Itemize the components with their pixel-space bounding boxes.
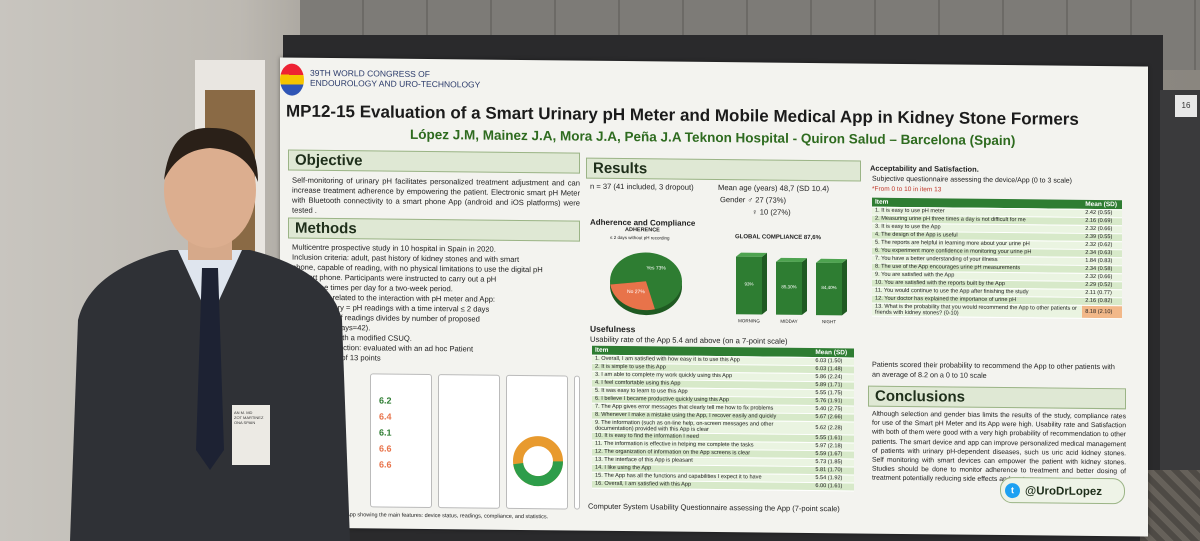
bar-value-label: 85,30% [781,284,796,289]
poster-authors: López J.M, Mainez J.A, Mora J.A, Peña J.… [410,126,1016,149]
usefulness-heading: Usefulness [590,323,636,335]
bar-top [776,257,807,263]
research-poster: 39TH WORLD CONGRESS OF ENDOUROLOGY AND U… [280,57,1148,537]
app-screenshot-stats [574,375,580,510]
bar-top [816,258,847,264]
congress-name: 39TH WORLD CONGRESS OF ENDOUROLOGY AND U… [310,67,481,90]
face [164,132,256,248]
acceptability-footer: Patients scored their probability to rec… [872,359,1115,380]
acceptability-table: Item Mean (SD) 1. It is easy to use pH me… [872,197,1122,319]
results-heading: Results [586,157,861,182]
table-cell-item: 13. What is the probability that you wou… [872,302,1083,318]
bar-midday [776,261,802,315]
usefulness-footer: Computer System Usability Questionnaire … [588,501,840,514]
necktie [196,268,224,470]
bar-value-label: 84,40% [821,285,836,290]
table-cell-item: 16. Overall, I am satisfied with this Ap… [592,479,813,491]
twitter-icon: t [1005,483,1020,499]
table-cell-mean: 6.00 (1.61) [812,482,854,491]
app-donut-icon [513,436,563,487]
app-screenshot-readings: 6.2 6.4 6.1 6.6 6.6 [370,373,432,509]
acceptability-note: *From 0 to 10 in item 13 [872,185,942,194]
app-screenshot-list [438,374,500,509]
congress-logo-icon [280,63,304,96]
conclusions-heading: Conclusions [868,385,1126,410]
board-number-tab: 16 [1175,95,1197,117]
badge-text: AN M. MD ZOT MARTINEZ ONA SPAIN [234,410,264,425]
bar-side [802,258,807,315]
table-cell-mean: 5.62 (2.28) [812,421,854,435]
neighbor-poster-board [1160,90,1200,541]
usefulness-text: Usability rate of the App 5.4 and above … [590,334,788,346]
bar-side [762,252,767,315]
results-n: n = 37 (41 included, 3 dropout) [590,181,694,192]
table-row: 16. Overall, I am satisfied with this Ap… [592,479,854,491]
pie-label-yes: Yes 73% [646,265,666,271]
adherence-pie-chart: Yes 73% No 27% [610,252,682,316]
bar-top [736,252,767,257]
bar-category-label: MIDDAY [780,319,797,324]
results-mean-age: Mean age (years) 48,7 (SD 10.4) [718,183,830,194]
hair [164,127,258,182]
pie-slice-yes [610,252,682,310]
bar-category-label: MORNING [738,318,760,323]
conclusions-text: Although selection and gender bias limit… [872,410,1126,484]
table-row: 13. What is the probability that you wou… [872,302,1122,319]
table-cell-mean: 8.18 (2.10) [1082,304,1122,319]
conference-badge [232,405,270,465]
results-gender-male: Gender ♂ 27 (73%) [720,195,787,205]
bar-night [816,262,842,316]
pie-slice-no [610,281,655,311]
bar-morning [736,256,762,315]
usability-table: Item Mean (SD) 1. Overall, I am satisfied… [592,345,854,491]
results-gender-female: ♀ 10 (27%) [752,207,791,217]
pie-label-no: No 27% [627,289,645,295]
acceptability-heading: Acceptability and Satisfaction. [870,163,979,174]
presenter-person [70,127,350,541]
compliance-bar-chart: 93% MORNING 85,30% MIDDAY 84,40% NIGHT [736,252,847,324]
bar-category-label: NIGHT [822,319,836,324]
carpet [1140,470,1200,541]
bar-value-label: 93% [744,281,753,286]
bar-side [842,259,847,316]
app-screenshot-compliance [506,374,568,510]
twitter-handle: t @UroDrLopez [1000,476,1125,505]
